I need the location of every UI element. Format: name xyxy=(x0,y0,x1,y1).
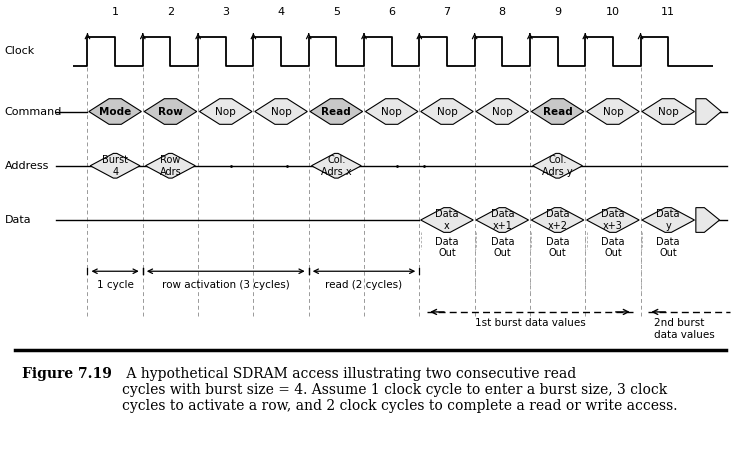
Polygon shape xyxy=(311,153,362,178)
Polygon shape xyxy=(587,99,639,124)
Polygon shape xyxy=(533,153,582,178)
Polygon shape xyxy=(587,208,639,232)
Text: Nop: Nop xyxy=(658,106,679,116)
Text: 1 cycle: 1 cycle xyxy=(96,280,133,289)
Text: Figure 7.19: Figure 7.19 xyxy=(22,367,112,381)
Polygon shape xyxy=(696,208,720,232)
Text: Read: Read xyxy=(542,106,573,116)
Polygon shape xyxy=(421,99,473,124)
Polygon shape xyxy=(90,153,140,178)
Text: row activation (3 cycles): row activation (3 cycles) xyxy=(162,280,290,289)
Polygon shape xyxy=(476,99,528,124)
Text: 3: 3 xyxy=(222,7,229,17)
Text: 10: 10 xyxy=(606,7,620,17)
Text: Data
Out: Data Out xyxy=(435,236,459,258)
Text: 5: 5 xyxy=(333,7,340,17)
Text: 8: 8 xyxy=(499,7,506,17)
Polygon shape xyxy=(144,99,196,124)
Text: Nop: Nop xyxy=(270,106,291,116)
Text: 9: 9 xyxy=(554,7,561,17)
Text: Nop: Nop xyxy=(602,106,623,116)
Text: 6: 6 xyxy=(388,7,395,17)
Polygon shape xyxy=(696,99,721,124)
Text: Row: Row xyxy=(158,106,183,116)
Polygon shape xyxy=(310,99,362,124)
Polygon shape xyxy=(421,208,473,232)
Text: Read: Read xyxy=(322,106,351,116)
Text: Col.
Adrs x: Col. Adrs x xyxy=(321,155,352,176)
Text: Clock: Clock xyxy=(4,46,35,56)
Text: Data
Out: Data Out xyxy=(601,236,625,258)
Text: Data
Out: Data Out xyxy=(657,236,680,258)
Text: Nop: Nop xyxy=(436,106,457,116)
Text: 1st burst data values: 1st burst data values xyxy=(474,318,585,328)
Polygon shape xyxy=(531,99,584,124)
Text: Data
x: Data x xyxy=(435,209,459,231)
Text: Data
x+1: Data x+1 xyxy=(491,209,514,231)
Text: Mode: Mode xyxy=(99,106,131,116)
Text: Col.
Adrs y: Col. Adrs y xyxy=(542,155,573,176)
Text: Data
x+3: Data x+3 xyxy=(601,209,625,231)
Text: 7: 7 xyxy=(443,7,451,17)
Text: 1: 1 xyxy=(112,7,119,17)
Text: 11: 11 xyxy=(661,7,675,17)
Text: Nop: Nop xyxy=(216,106,236,116)
Text: Burst
4: Burst 4 xyxy=(102,155,128,176)
Text: 4: 4 xyxy=(277,7,285,17)
Text: A hypothetical SDRAM access illustrating two consecutive read
cycles with burst : A hypothetical SDRAM access illustrating… xyxy=(122,367,678,413)
Text: Row
Adrs: Row Adrs xyxy=(159,155,182,176)
Text: Data
y: Data y xyxy=(657,209,680,231)
Polygon shape xyxy=(145,153,196,178)
Text: Data
x+2: Data x+2 xyxy=(546,209,569,231)
Text: Data
Out: Data Out xyxy=(546,236,569,258)
Polygon shape xyxy=(199,99,252,124)
Polygon shape xyxy=(89,99,142,124)
Polygon shape xyxy=(476,208,528,232)
Text: Data: Data xyxy=(4,215,31,225)
Text: 2nd burst
data values: 2nd burst data values xyxy=(654,318,715,340)
Text: Nop: Nop xyxy=(492,106,513,116)
Text: read (2 cycles): read (2 cycles) xyxy=(325,280,402,289)
Polygon shape xyxy=(531,208,584,232)
Text: Data
Out: Data Out xyxy=(491,236,514,258)
Polygon shape xyxy=(642,99,694,124)
Text: 2: 2 xyxy=(167,7,174,17)
Text: Nop: Nop xyxy=(382,106,402,116)
Text: Command: Command xyxy=(4,106,62,116)
Polygon shape xyxy=(255,99,308,124)
Polygon shape xyxy=(365,99,418,124)
Polygon shape xyxy=(642,208,694,232)
Text: Address: Address xyxy=(4,161,49,171)
